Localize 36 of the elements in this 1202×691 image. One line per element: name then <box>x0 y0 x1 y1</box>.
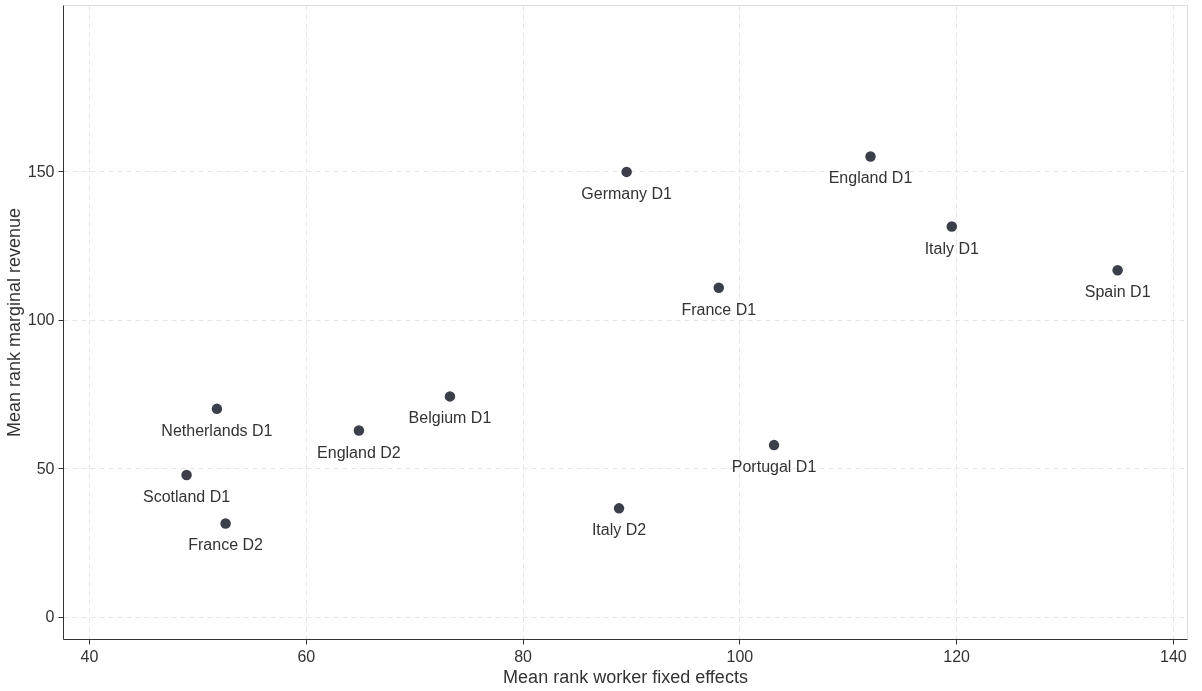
annotation: Belgium D1 <box>408 409 492 427</box>
point <box>1112 264 1123 276</box>
annotation: Germany D1 <box>581 184 673 202</box>
annotation: Italy D1 <box>924 239 980 257</box>
annotation: Netherlands D1 <box>161 421 273 439</box>
point <box>613 503 625 514</box>
point <box>768 439 780 451</box>
point <box>211 403 223 415</box>
x-tick-label: 60 <box>297 647 316 665</box>
point <box>865 151 876 162</box>
annotation: Portugal D1 <box>731 458 817 476</box>
x-tick-label: 80 <box>514 647 533 665</box>
annotation: France D2 <box>188 536 264 554</box>
x-axis-title: Mean rank worker fixed effects <box>503 666 748 687</box>
point <box>220 518 231 529</box>
x-tick-label: 120 <box>943 647 971 665</box>
y-tick-label: 100 <box>27 311 55 329</box>
annotation: Scotland D1 <box>142 488 231 506</box>
point <box>444 391 456 402</box>
point <box>181 469 192 481</box>
x-tick-label: 140 <box>1160 647 1187 665</box>
annotation: Spain D1 <box>1084 283 1151 301</box>
y-tick-label: 150 <box>27 162 55 180</box>
y-tick-label: 0 <box>45 608 55 626</box>
point <box>713 282 724 293</box>
annotation: England D1 <box>828 169 913 187</box>
annotation: France D1 <box>681 300 757 318</box>
x-tick-label: 100 <box>726 647 754 665</box>
point <box>353 425 365 436</box>
y-axis-title: Mean rank marginal revenue <box>3 207 24 438</box>
point <box>946 221 958 232</box>
point <box>621 166 632 178</box>
annotation: England D2 <box>317 443 401 461</box>
x-tick-label: 40 <box>80 647 99 665</box>
annotation: Italy D2 <box>591 521 647 539</box>
y-tick-label: 50 <box>36 459 55 477</box>
